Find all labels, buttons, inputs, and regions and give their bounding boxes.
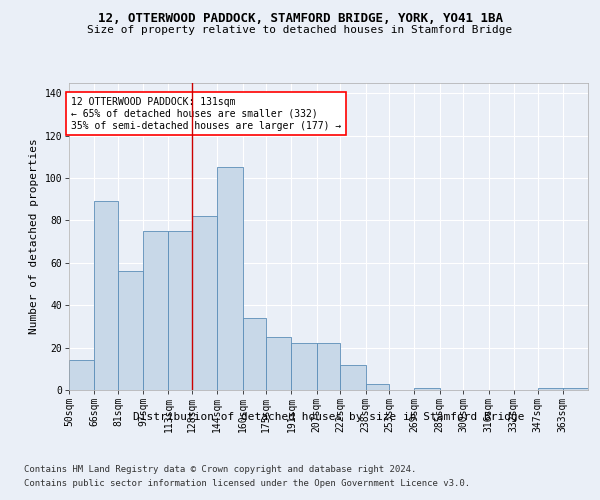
Bar [340,364,365,390]
Text: 12 OTTERWOOD PADDOCK: 131sqm
← 65% of detached houses are smaller (332)
35% of s: 12 OTTERWOOD PADDOCK: 131sqm ← 65% of de… [71,98,341,130]
Bar [266,337,292,390]
Bar [538,388,563,390]
Bar [169,231,192,390]
Text: Contains HM Land Registry data © Crown copyright and database right 2024.: Contains HM Land Registry data © Crown c… [24,465,416,474]
Bar [94,202,118,390]
Bar [217,168,242,390]
Bar [292,344,317,390]
Bar [192,216,217,390]
Bar [118,271,143,390]
Bar [242,318,266,390]
Bar [317,344,340,390]
Bar [365,384,389,390]
Bar [415,388,440,390]
Bar [69,360,94,390]
Text: Distribution of detached houses by size in Stamford Bridge: Distribution of detached houses by size … [133,412,524,422]
Y-axis label: Number of detached properties: Number of detached properties [29,138,39,334]
Text: 12, OTTERWOOD PADDOCK, STAMFORD BRIDGE, YORK, YO41 1BA: 12, OTTERWOOD PADDOCK, STAMFORD BRIDGE, … [97,12,503,26]
Text: Size of property relative to detached houses in Stamford Bridge: Size of property relative to detached ho… [88,25,512,35]
Bar [143,231,169,390]
Bar [563,388,588,390]
Text: Contains public sector information licensed under the Open Government Licence v3: Contains public sector information licen… [24,479,470,488]
